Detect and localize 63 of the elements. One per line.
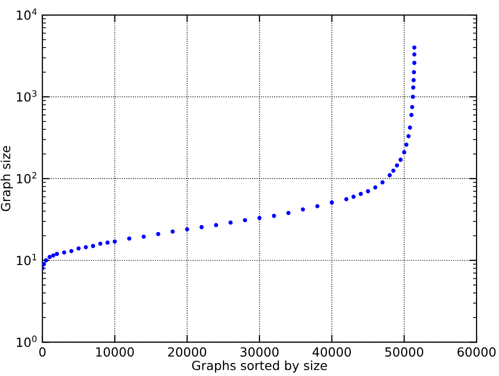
point — [69, 248, 74, 254]
point — [170, 229, 175, 234]
point — [344, 197, 348, 202]
point — [214, 223, 218, 228]
point — [48, 254, 52, 260]
point — [156, 232, 160, 236]
point — [373, 185, 378, 190]
point — [412, 70, 416, 74]
point — [142, 234, 146, 239]
y-tick-label: 10$^{3}$ — [16, 90, 36, 102]
point — [286, 210, 291, 216]
point — [380, 180, 385, 184]
point — [242, 218, 248, 222]
x-tick-label: 50000 — [385, 347, 424, 357]
point — [351, 194, 356, 199]
point — [112, 239, 117, 244]
point — [412, 46, 416, 50]
point — [412, 78, 416, 82]
x-tick-label: 20000 — [168, 347, 206, 357]
point — [366, 189, 370, 194]
point — [406, 134, 411, 138]
point — [62, 250, 66, 255]
point — [411, 85, 416, 90]
point — [404, 142, 408, 147]
y-tick-label: 10$^{0}$ — [16, 336, 37, 347]
point — [391, 168, 396, 173]
point — [51, 253, 56, 258]
x-tick-label: 0 — [39, 347, 46, 357]
x-tick-label: 10000 — [96, 347, 134, 357]
point — [408, 126, 412, 130]
x-axis-title: Graphs sorted by size — [192, 360, 327, 373]
point — [388, 173, 392, 178]
point — [76, 246, 81, 251]
point — [394, 163, 400, 168]
point — [410, 104, 414, 110]
point — [412, 60, 416, 65]
point — [300, 207, 305, 212]
x-tick-label: 40000 — [312, 347, 351, 357]
point — [272, 214, 276, 218]
y-tick-label: 10$^{1}$ — [16, 254, 36, 266]
point — [409, 112, 414, 118]
point — [315, 204, 320, 208]
point — [90, 244, 96, 248]
point — [228, 220, 233, 225]
y-tick-label: 10$^{4}$ — [16, 8, 37, 20]
point — [330, 200, 334, 205]
y-tick-label: 10$^{2}$ — [16, 172, 36, 184]
point — [105, 240, 110, 245]
point — [398, 158, 403, 162]
point — [358, 192, 363, 196]
x-tick-label: 30000 — [240, 347, 279, 357]
point — [402, 150, 406, 154]
point — [127, 236, 132, 241]
point — [54, 252, 59, 256]
point — [200, 225, 204, 230]
point — [98, 242, 102, 246]
y-axis-title: Graph size — [0, 146, 13, 212]
point — [257, 216, 262, 220]
point — [185, 227, 190, 232]
x-tick-label: 60000 — [458, 347, 496, 357]
point — [84, 245, 88, 250]
point — [410, 94, 415, 99]
point — [412, 52, 416, 56]
